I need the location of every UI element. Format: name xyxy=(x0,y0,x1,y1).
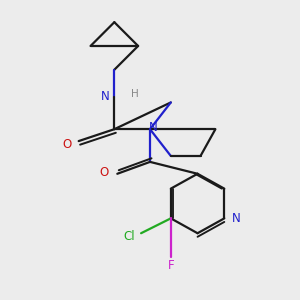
Text: Cl: Cl xyxy=(123,230,135,243)
Text: O: O xyxy=(62,138,71,151)
Text: F: F xyxy=(167,260,174,272)
Text: O: O xyxy=(99,166,109,179)
Text: N: N xyxy=(101,90,110,103)
Text: N: N xyxy=(232,212,241,225)
Text: N: N xyxy=(148,121,157,134)
Text: H: H xyxy=(131,88,139,98)
